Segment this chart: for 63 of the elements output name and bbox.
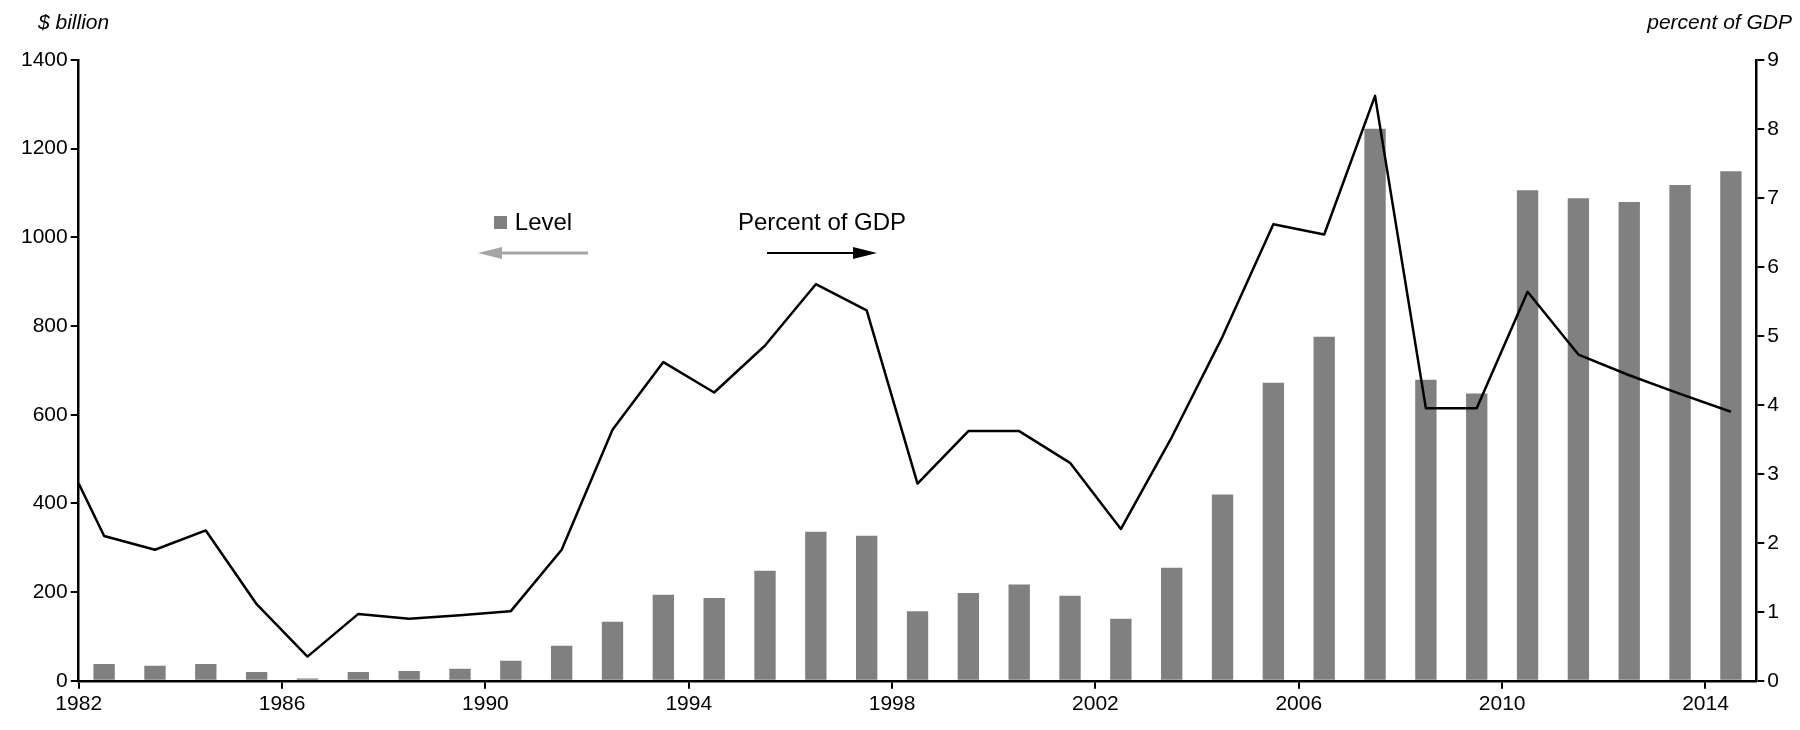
bar [1669, 185, 1691, 680]
y2-tick-label: 0 [1767, 667, 1780, 691]
bar [957, 593, 980, 680]
bar [601, 621, 624, 680]
y-tick-label: 1000 [21, 224, 68, 248]
y2-tick-label: 5 [1767, 322, 1780, 346]
x-tick-label: 1986 [258, 691, 306, 715]
bar [195, 663, 217, 680]
y2-tick-label: 2 [1767, 529, 1780, 553]
y-tick-label: 1400 [21, 46, 68, 70]
y2-tick-label: 1 [1767, 598, 1780, 622]
bar [754, 570, 776, 680]
bar [1262, 382, 1285, 680]
y-tick-label: 200 [32, 578, 68, 602]
bar [1720, 171, 1742, 680]
bar [1415, 379, 1437, 680]
y2-tick-label: 3 [1767, 460, 1780, 484]
y-tick-label: 600 [32, 401, 68, 425]
bar [703, 597, 725, 680]
bar [652, 594, 675, 680]
x-tick-label: 1998 [868, 691, 916, 715]
x-tick-label: 1990 [462, 691, 509, 715]
bar [144, 665, 166, 680]
bar [347, 671, 369, 680]
x-tick-label: 2006 [1275, 691, 1323, 715]
bar [1161, 567, 1183, 680]
bar [1059, 595, 1081, 680]
bar [1008, 584, 1030, 680]
y2-tick-label: 4 [1767, 391, 1780, 415]
bar [1466, 393, 1488, 680]
x-tick-label: 1982 [55, 691, 103, 715]
x-tick-label: 2002 [1072, 691, 1119, 715]
bar [1618, 201, 1640, 680]
bar [245, 671, 268, 680]
bar [805, 531, 827, 680]
x-tick-label: 2010 [1478, 691, 1526, 715]
text: Percent of GDP [738, 208, 907, 236]
y-tick-label: 400 [32, 490, 68, 514]
bar [1110, 618, 1132, 680]
y-tick-label: 800 [32, 312, 68, 336]
y2-tick-label: 8 [1767, 115, 1780, 139]
bar [449, 668, 471, 680]
bar [906, 611, 929, 680]
y2-tick-label: 9 [1767, 46, 1780, 70]
bar [1516, 190, 1539, 680]
bar [398, 671, 420, 680]
y2-tick-label: 6 [1767, 253, 1780, 277]
bar [500, 660, 522, 680]
bar [550, 645, 573, 680]
y-tick-label: 0 [56, 667, 68, 691]
bar [1211, 494, 1234, 680]
bar [856, 535, 878, 680]
x-tick-label: 2014 [1682, 691, 1730, 715]
bar [1313, 336, 1335, 680]
bar [1567, 198, 1590, 680]
bar [1364, 128, 1386, 680]
x-tick-label: 1994 [665, 691, 713, 715]
y2-tick-label: 7 [1767, 184, 1780, 208]
bar [93, 663, 115, 680]
y-axis-title: $ billion [38, 10, 110, 34]
y-tick-label: 1200 [21, 135, 68, 159]
legend-label: Level [514, 208, 573, 236]
y2-axis-title: percent of GDP [1647, 10, 1792, 34]
